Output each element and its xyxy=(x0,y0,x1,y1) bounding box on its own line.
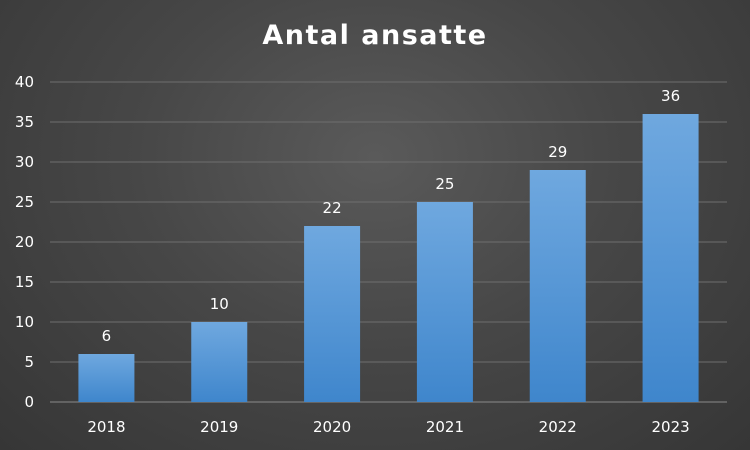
data-label: 22 xyxy=(323,199,342,217)
bars: 6 10 22 25 29 36 xyxy=(78,87,699,402)
y-tick-label: 30 xyxy=(15,153,34,171)
bar xyxy=(191,322,248,402)
y-tick-label: 25 xyxy=(15,193,34,211)
bar xyxy=(416,202,473,402)
x-tick-label: 2019 xyxy=(200,418,238,436)
y-tick-label: 35 xyxy=(15,113,34,131)
x-tick-label: 2021 xyxy=(426,418,464,436)
x-tick-label: 2022 xyxy=(539,418,577,436)
bar xyxy=(529,170,586,402)
y-axis: 0 5 10 15 20 25 30 35 40 xyxy=(15,73,34,411)
y-tick-label: 15 xyxy=(15,273,34,291)
data-label: 29 xyxy=(548,143,567,161)
chart-title: Antal ansatte xyxy=(262,20,488,51)
data-label: 6 xyxy=(102,327,112,345)
x-tick-label: 2023 xyxy=(651,418,689,436)
x-axis: 2018 2019 2020 2021 2022 2023 xyxy=(87,418,689,436)
data-label: 10 xyxy=(210,295,229,313)
y-tick-label: 20 xyxy=(15,233,34,251)
bar xyxy=(304,226,361,402)
y-tick-label: 0 xyxy=(24,393,34,411)
data-label: 36 xyxy=(661,87,680,105)
bar xyxy=(78,354,135,402)
x-tick-label: 2020 xyxy=(313,418,351,436)
x-tick-label: 2018 xyxy=(87,418,125,436)
gridlines xyxy=(50,81,727,403)
y-tick-label: 10 xyxy=(15,313,34,331)
y-tick-label: 5 xyxy=(24,353,34,371)
data-label: 25 xyxy=(435,175,454,193)
bar xyxy=(642,114,699,402)
y-tick-label: 40 xyxy=(15,73,34,91)
